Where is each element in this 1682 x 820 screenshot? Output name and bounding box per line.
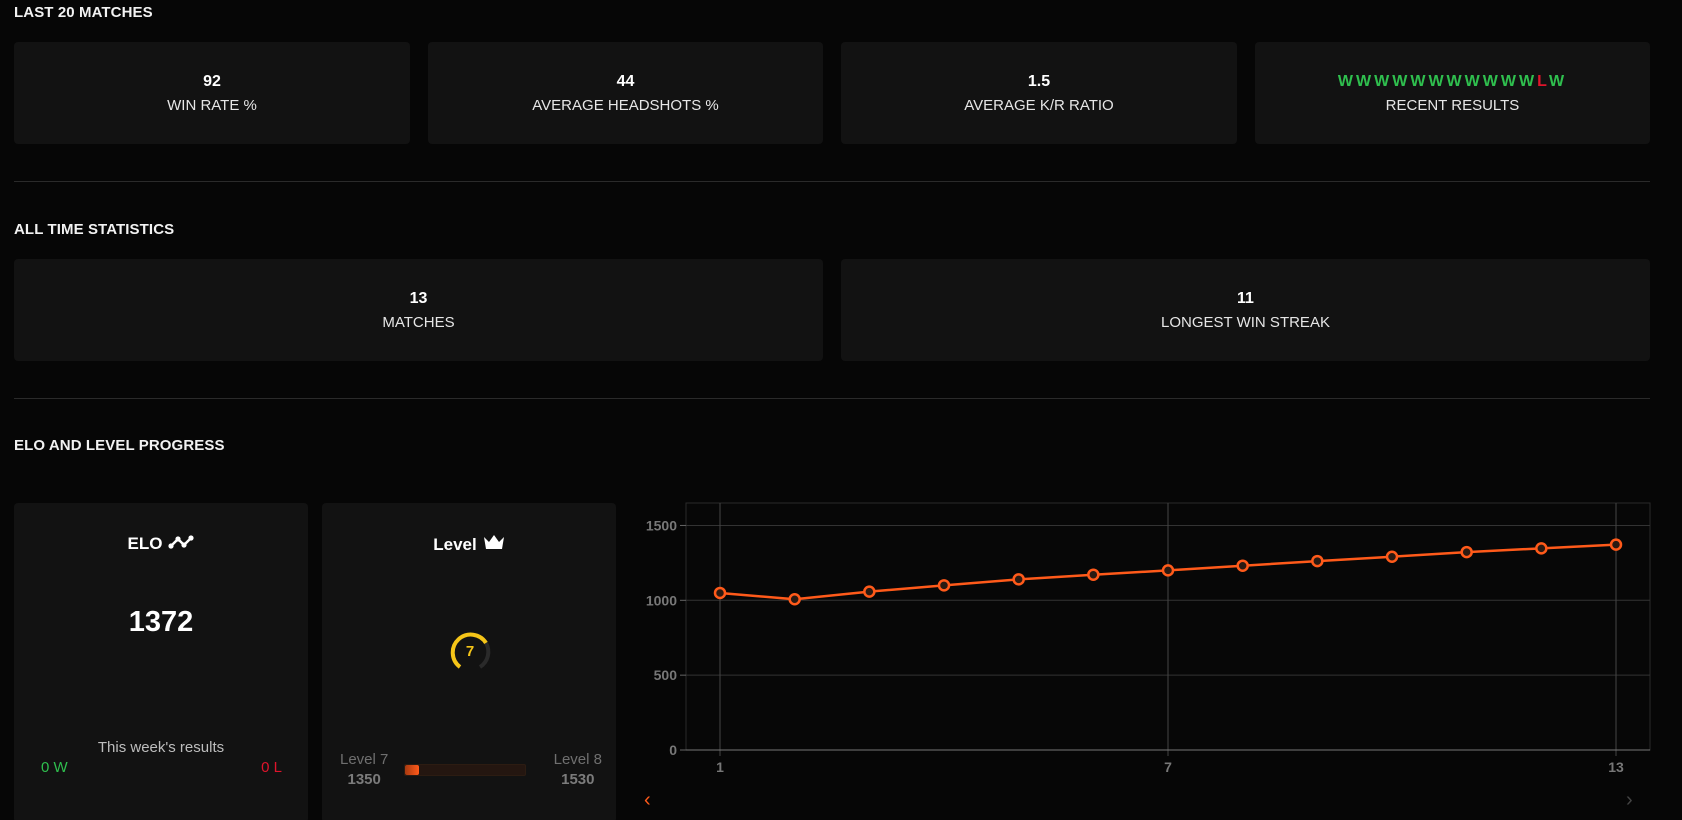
data-point[interactable] <box>1087 568 1100 581</box>
stat-card-recent-results: WWWWWWWWWWWLW RECENT RESULTS <box>1255 42 1650 144</box>
level-card: Level 7 Level 7 1350 Level 8 1530 <box>322 503 616 820</box>
stat-value: 1.5 <box>1027 72 1051 90</box>
week-wins: 0 W <box>41 759 68 776</box>
next-level-elo: 1530 <box>561 771 595 788</box>
result-win: W <box>1548 72 1568 90</box>
stat-value: 11 <box>1237 289 1254 307</box>
data-point[interactable] <box>1535 542 1548 555</box>
result-win: W <box>1337 72 1356 90</box>
data-point[interactable] <box>1311 554 1324 568</box>
divider <box>14 181 1650 182</box>
svg-text:500: 500 <box>654 667 678 683</box>
stat-label: RECENT RESULTS <box>1385 96 1520 114</box>
data-point[interactable] <box>788 593 801 606</box>
next-level: Level 8 1530 <box>554 750 602 790</box>
stat-card-headshots: 44 AVERAGE HEADSHOTS % <box>428 42 823 144</box>
result-win: W <box>1392 72 1411 90</box>
stat-label: LONGEST WIN STREAK <box>1161 313 1330 331</box>
data-point[interactable] <box>1385 550 1399 563</box>
stat-label: MATCHES <box>382 313 455 331</box>
result-loss: L <box>1537 72 1549 90</box>
svg-text:13: 13 <box>1608 759 1624 775</box>
level-progress-fill <box>405 765 420 775</box>
elo-title-text: ELO <box>127 534 163 553</box>
current-level-elo: 1350 <box>347 771 381 788</box>
data-point[interactable] <box>1161 564 1175 577</box>
elo-chart: 0 500 1000 1500 1 7 13 ‹ › <box>620 495 1682 820</box>
stat-card-matches: 13 MATCHES <box>14 259 823 361</box>
elo-card: ELO 1372 This week's results 0 W 0 L <box>14 503 308 820</box>
divider <box>14 398 1650 399</box>
stat-card-kr-ratio: 1.5 AVERAGE K/R RATIO <box>841 42 1237 144</box>
elo-line-chart: 0 500 1000 1500 1 7 13 <box>646 502 1651 775</box>
level-title-text: Level <box>433 534 477 554</box>
stat-card-win-rate: 92 WIN RATE % <box>14 42 410 144</box>
result-win: W <box>1410 72 1429 90</box>
result-win: W <box>1464 72 1483 90</box>
svg-text:1500: 1500 <box>646 517 677 533</box>
chart-next-button[interactable]: › <box>1626 789 1633 811</box>
result-win: W <box>1500 72 1519 90</box>
data-point[interactable] <box>713 586 727 600</box>
data-point[interactable] <box>1460 545 1473 559</box>
stat-value: 44 <box>616 72 635 90</box>
crown-icon <box>483 534 505 555</box>
data-point[interactable] <box>1236 559 1249 572</box>
current-level-label: Level 7 <box>340 751 389 768</box>
result-win: W <box>1374 72 1393 90</box>
stat-value: 13 <box>409 289 428 307</box>
level-progress-bar <box>404 764 526 776</box>
stat-card-longest-win-streak: 11 LONGEST WIN STREAK <box>841 259 1650 361</box>
result-win: W <box>1482 72 1501 90</box>
level-badge: 7 <box>448 631 492 675</box>
data-point[interactable] <box>863 585 876 598</box>
result-win: W <box>1428 72 1447 90</box>
data-point[interactable] <box>937 579 951 592</box>
next-level-label: Level 8 <box>553 751 602 768</box>
level-number: 7 <box>465 643 475 660</box>
result-win: W <box>1446 72 1465 90</box>
data-point[interactable] <box>1609 538 1623 551</box>
recent-results-list: WWWWWWWWWWWLW <box>1338 73 1567 91</box>
stat-label: AVERAGE HEADSHOTS % <box>532 96 719 114</box>
section-title-all-time: ALL TIME STATISTICS <box>14 221 175 238</box>
trend-icon <box>168 534 195 554</box>
svg-text:1000: 1000 <box>646 592 677 608</box>
stat-label: AVERAGE K/R RATIO <box>964 96 1114 114</box>
result-win: W <box>1518 72 1538 90</box>
svg-text:0: 0 <box>669 742 677 758</box>
svg-text:7: 7 <box>1164 759 1172 775</box>
current-level: Level 7 1350 <box>340 750 388 790</box>
elo-title: ELO <box>14 534 308 554</box>
result-win: W <box>1356 72 1375 90</box>
stat-value: 92 <box>203 72 221 90</box>
week-results-label: This week's results <box>97 739 225 756</box>
section-title-last-20: LAST 20 MATCHES <box>14 4 153 21</box>
stat-label: WIN RATE % <box>167 96 257 114</box>
elo-value: 1372 <box>128 606 194 638</box>
week-losses: 0 L <box>261 759 282 776</box>
data-point[interactable] <box>1012 573 1025 586</box>
svg-text:1: 1 <box>716 759 724 775</box>
section-title-elo-progress: ELO AND LEVEL PROGRESS <box>14 437 225 454</box>
chart-prev-button[interactable]: ‹ <box>644 789 651 811</box>
level-title: Level <box>322 534 616 555</box>
